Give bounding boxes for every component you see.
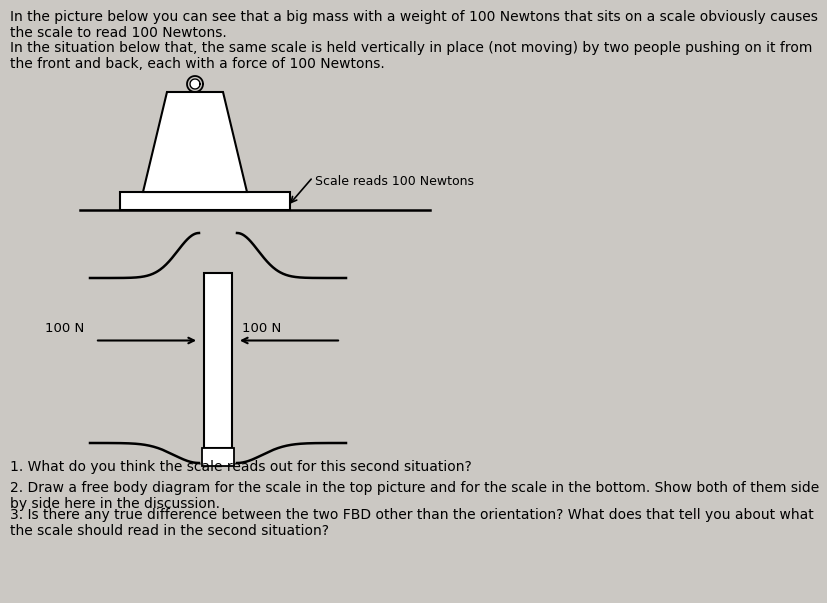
Text: 100 N: 100 N [45,323,84,335]
Text: 100 N: 100 N [241,323,281,335]
Text: 100 N: 100 N [173,127,212,140]
Text: In the situation below that, the same scale is held vertically in place (not mov: In the situation below that, the same sc… [10,41,811,71]
Bar [203,273,232,448]
Polygon shape [143,92,246,192]
Bar [120,192,289,210]
Text: In the picture below you can see that a big mass with a weight of 100 Newtons th: In the picture below you can see that a … [10,10,817,40]
Text: 3. Is there any true difference between the two FBD other than the orientation? : 3. Is there any true difference between … [10,508,813,538]
Circle shape [189,79,200,89]
Text: 2. Draw a free body diagram for the scale in the top picture and for the scale i: 2. Draw a free body diagram for the scal… [10,481,818,511]
Bar [202,448,234,466]
Text: 1. What do you think the scale reads out for this second situation?: 1. What do you think the scale reads out… [10,460,471,474]
Text: Scale reads 100 Newtons: Scale reads 100 Newtons [314,175,473,188]
